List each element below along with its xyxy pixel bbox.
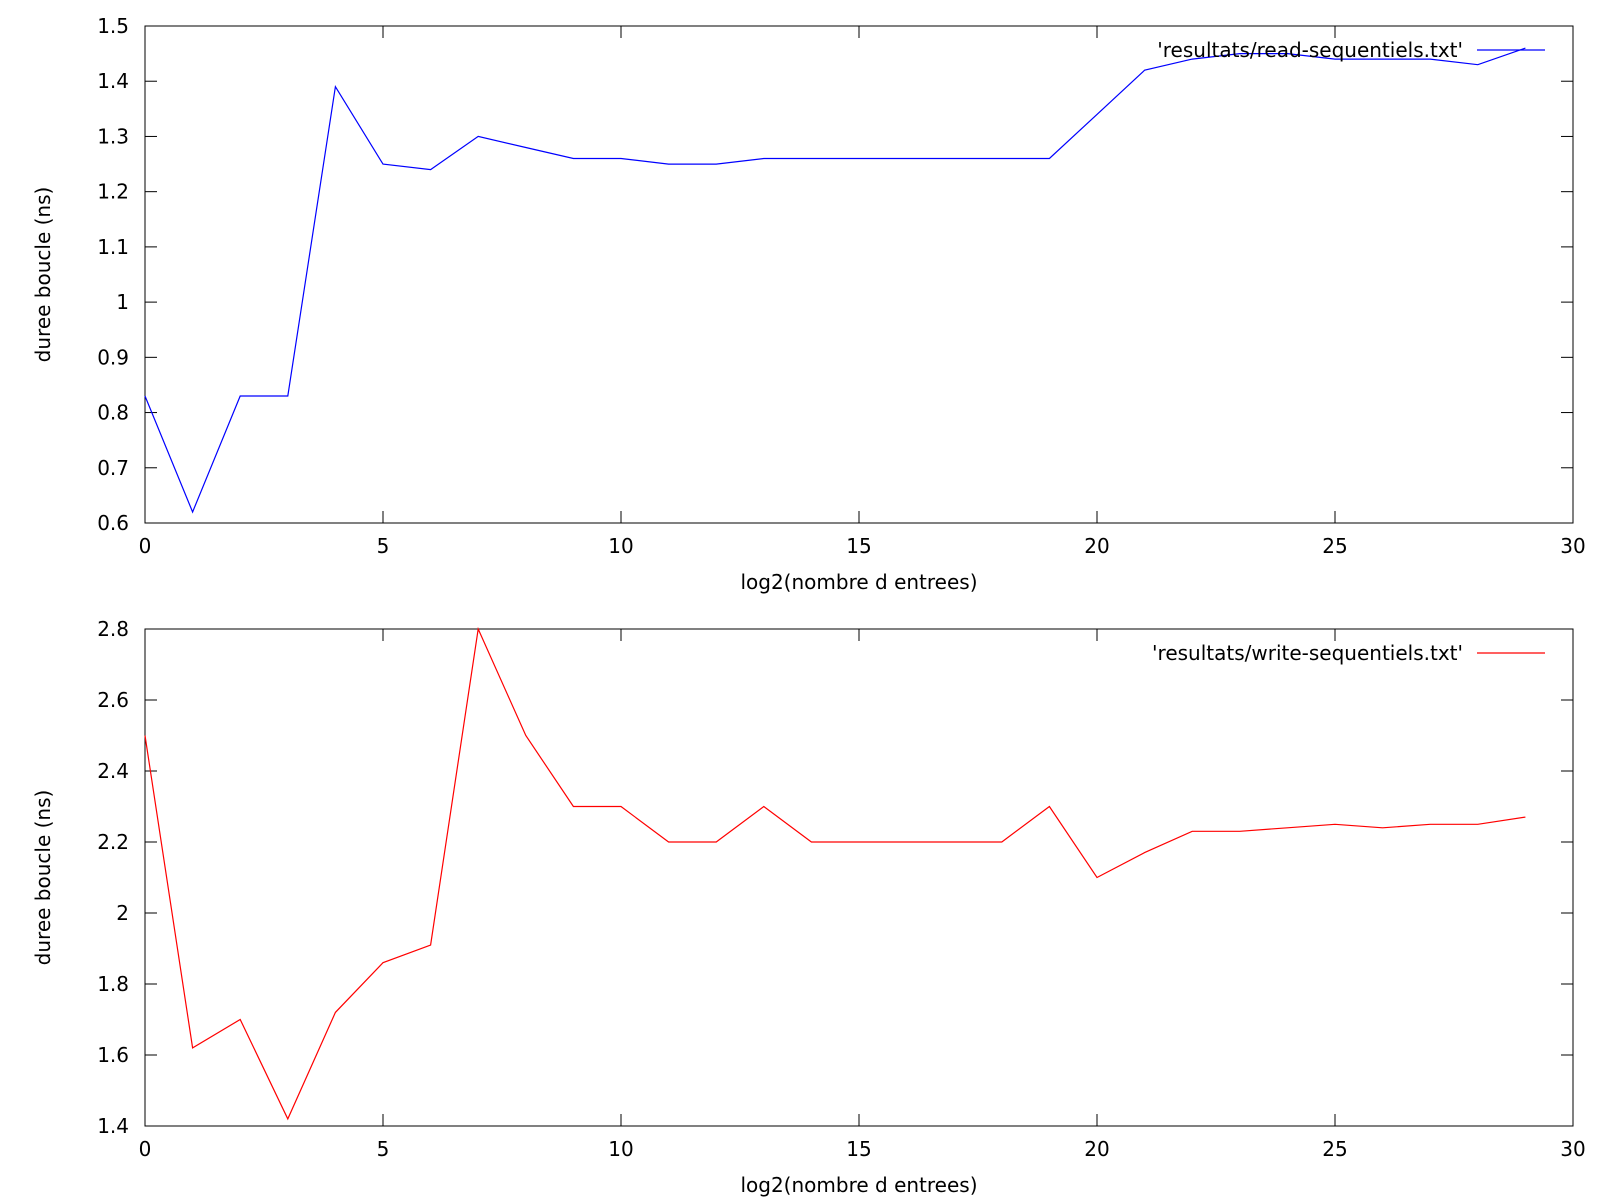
y-tick-label: 1.2 bbox=[97, 180, 129, 204]
y-tick-label: 2.8 bbox=[97, 617, 129, 641]
y-tick-label: 1.4 bbox=[97, 1114, 129, 1138]
y-tick-label: 0.9 bbox=[97, 345, 129, 369]
x-tick-label: 5 bbox=[377, 534, 390, 558]
chart-panel-1: 0 5 10 15 20 25 30 0.6 0.7 0.8 0.9 1 1.1 1.2 1.3 1.4 1.5… bbox=[31, 14, 1586, 594]
y-tick-label: 2.2 bbox=[97, 830, 129, 854]
y-tick-label: 2.6 bbox=[97, 688, 129, 712]
x-tick-label: 30 bbox=[1560, 1137, 1585, 1161]
y-tick-label: 0.8 bbox=[97, 401, 129, 425]
x-axis-label: log2(nombre d entrees) bbox=[740, 570, 977, 594]
y-axis-label: duree boucle (ns) bbox=[31, 187, 55, 363]
x-tick-label: 25 bbox=[1322, 1137, 1347, 1161]
legend-label: 'resultats/read-sequentiels.txt' bbox=[1157, 38, 1463, 62]
x-tick-label: 5 bbox=[377, 1137, 390, 1161]
legend-label: 'resultats/write-sequentiels.txt' bbox=[1152, 641, 1463, 665]
x-tick-label: 20 bbox=[1084, 534, 1109, 558]
y-tick-label: 1.1 bbox=[97, 235, 129, 259]
y-tick-label: 1 bbox=[116, 290, 129, 314]
x-axis-label: log2(nombre d entrees) bbox=[740, 1173, 977, 1197]
chart-panel-2: 0 5 10 15 20 25 30 1.4 1.6 1.8 2 2.2 2.4 2.6 2.8 log2(n… bbox=[31, 617, 1586, 1197]
x-tick-label: 30 bbox=[1560, 534, 1585, 558]
x-tick-label: 0 bbox=[139, 1137, 152, 1161]
y-tick-label: 2 bbox=[116, 901, 129, 925]
x-tick-label: 15 bbox=[846, 534, 871, 558]
x-tick-label: 10 bbox=[608, 534, 633, 558]
y-tick-label: 1.8 bbox=[97, 972, 129, 996]
plot-frame bbox=[144, 25, 1574, 524]
y-tick-label: 2.4 bbox=[97, 759, 129, 783]
plot-frame bbox=[144, 628, 1574, 1127]
y-tick-label: 1.4 bbox=[97, 69, 129, 93]
y-axis-label: duree boucle (ns) bbox=[31, 790, 55, 966]
series-line-1 bbox=[144, 47, 1526, 514]
y-tick-label: 0.6 bbox=[97, 511, 129, 535]
series-line-1 bbox=[144, 626, 1526, 1121]
y-tick-label: 1.6 bbox=[97, 1043, 129, 1067]
y-tick-label: 1.5 bbox=[97, 14, 129, 38]
y-tick-label: 1.3 bbox=[97, 124, 129, 148]
x-tick-label: 25 bbox=[1322, 534, 1347, 558]
x-tick-label: 15 bbox=[846, 1137, 871, 1161]
x-tick-label: 0 bbox=[139, 534, 152, 558]
x-tick-label: 10 bbox=[608, 1137, 633, 1161]
x-tick-label: 20 bbox=[1084, 1137, 1109, 1161]
y-tick-label: 0.7 bbox=[97, 456, 129, 480]
